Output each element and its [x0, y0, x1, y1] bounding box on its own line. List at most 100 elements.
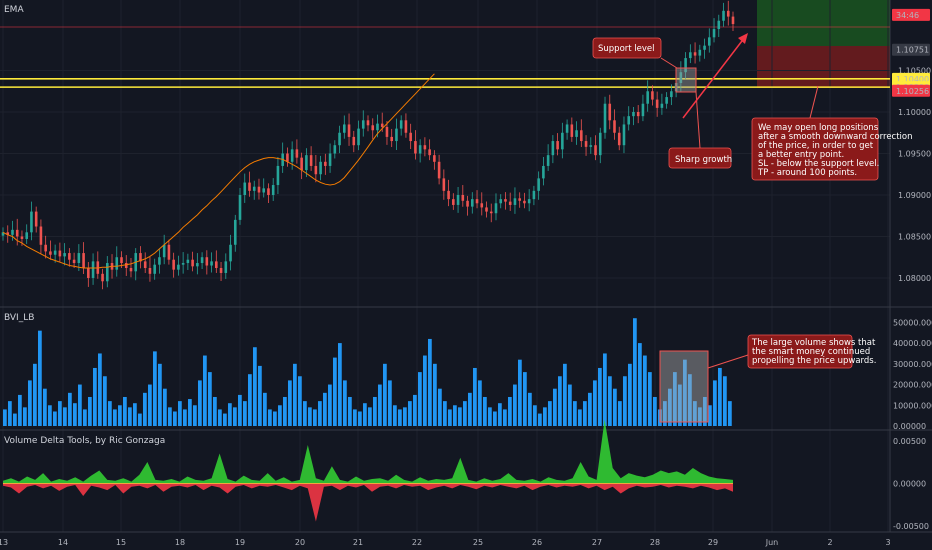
- candle-110: [523, 192, 526, 209]
- candle-148: [703, 38, 706, 59]
- volume-bar-132: [663, 401, 667, 426]
- time-tick-13: Jun: [765, 538, 779, 547]
- volume-bar-72: [363, 403, 367, 426]
- candle-body-81: [385, 126, 389, 137]
- candle-133: [632, 107, 635, 126]
- candle-26: [124, 255, 128, 276]
- candle-body-14: [68, 253, 71, 260]
- candle-102: [485, 201, 488, 218]
- volume-bar-145: [728, 401, 732, 426]
- candle-body-92: [437, 161, 441, 179]
- candle-body-15: [72, 259, 76, 264]
- volume-bar-52: [263, 392, 267, 426]
- volume-note-line-1: the smart money continued: [752, 347, 870, 357]
- volume-bar-95: [478, 380, 482, 426]
- volume-bar-136: [683, 359, 687, 426]
- sharp-growth-text: Sharp growth: [675, 155, 732, 165]
- candle-body-10: [49, 251, 52, 255]
- candle-56: [267, 183, 270, 203]
- price-tick-4: 1.10000: [898, 108, 931, 117]
- candle-57: [271, 178, 275, 201]
- price-badge-0: 34:46: [892, 8, 930, 21]
- candle-body-83: [395, 128, 398, 142]
- candle-77: [366, 115, 370, 132]
- candle-body-7: [34, 211, 38, 227]
- volume-bar-141: [708, 405, 712, 426]
- volume-bar-44: [223, 413, 227, 426]
- candle-121: [575, 121, 578, 145]
- candle-body-24: [115, 257, 119, 270]
- candle-body-63: [300, 157, 303, 171]
- candle-body-91: [433, 155, 436, 162]
- candle-body-5: [25, 232, 28, 239]
- candle-47: [224, 253, 228, 279]
- candle-body-6: [30, 211, 33, 233]
- candle-body-13: [63, 253, 66, 257]
- candle-106: [504, 192, 507, 210]
- candle-35: [167, 239, 171, 265]
- volume-bar-104: [523, 372, 527, 426]
- candle-150: [712, 18, 716, 43]
- candle-58: [276, 156, 280, 194]
- candle-69: [328, 143, 332, 173]
- support-zone-box: [675, 67, 697, 93]
- candle-body-93: [442, 178, 446, 191]
- volume-bar-30: [153, 351, 157, 426]
- time-tick-8: 25: [473, 538, 483, 547]
- trade-note-line-2: of the price, in order to get: [758, 141, 874, 151]
- candle-body-146: [693, 52, 697, 56]
- candle-body-140: [665, 97, 668, 104]
- candle-74: [352, 130, 356, 153]
- volume-bar-119: [598, 367, 602, 426]
- time-tick-15: 3: [885, 538, 890, 547]
- trade-note-line-1: after a smooth downward correction: [758, 132, 913, 142]
- volume-bar-100: [503, 409, 507, 426]
- candle-body-152: [722, 10, 725, 21]
- volume-bar-17: [88, 396, 92, 426]
- candle-17: [82, 242, 85, 274]
- candle-87: [414, 130, 417, 160]
- candle-115: [546, 144, 550, 171]
- candle-154: [731, 11, 735, 32]
- candle-body-31: [148, 268, 152, 274]
- candle-29: [139, 246, 142, 269]
- volume-bar-19: [98, 353, 102, 426]
- support-lines: [0, 78, 890, 88]
- volume-bar-142: [713, 380, 717, 426]
- volume-bar-139: [698, 407, 702, 426]
- candle-body-19: [91, 261, 95, 278]
- candle-body-154: [731, 16, 735, 25]
- candle-125: [594, 135, 597, 161]
- candle-body-84: [399, 120, 403, 129]
- volume-bar-75: [378, 384, 382, 426]
- trade-note-line-4: SL - below the support level.: [758, 159, 879, 169]
- volume-bar-118: [593, 380, 597, 426]
- volume-bar-54: [273, 411, 277, 426]
- candle-84: [399, 115, 403, 136]
- candle-body-56: [267, 188, 270, 195]
- candle-31: [148, 257, 152, 282]
- delta-tick-0: -0.00500: [893, 522, 929, 531]
- candle-body-11: [53, 250, 57, 255]
- candle-118: [561, 122, 564, 159]
- candle-149: [708, 28, 711, 53]
- candle-145: [689, 44, 692, 64]
- candle-body-16: [77, 253, 81, 264]
- candle-104: [494, 193, 498, 221]
- candle-123: [584, 135, 588, 156]
- candle-49: [233, 214, 237, 252]
- candle-51: [243, 173, 247, 203]
- volume-bar-109: [548, 401, 552, 426]
- candle-86: [409, 123, 412, 150]
- volume-bar-33: [168, 407, 172, 426]
- volume-bar-14: [73, 403, 77, 426]
- candle-body-90: [428, 149, 431, 156]
- candle-body-87: [414, 141, 417, 154]
- volume-tick-3: 30000.00000: [893, 360, 932, 369]
- candle-116: [551, 135, 555, 164]
- candle-139: [660, 93, 664, 115]
- price-badge-label-2: 1.10400: [896, 75, 929, 84]
- volume-bar-94: [473, 367, 477, 426]
